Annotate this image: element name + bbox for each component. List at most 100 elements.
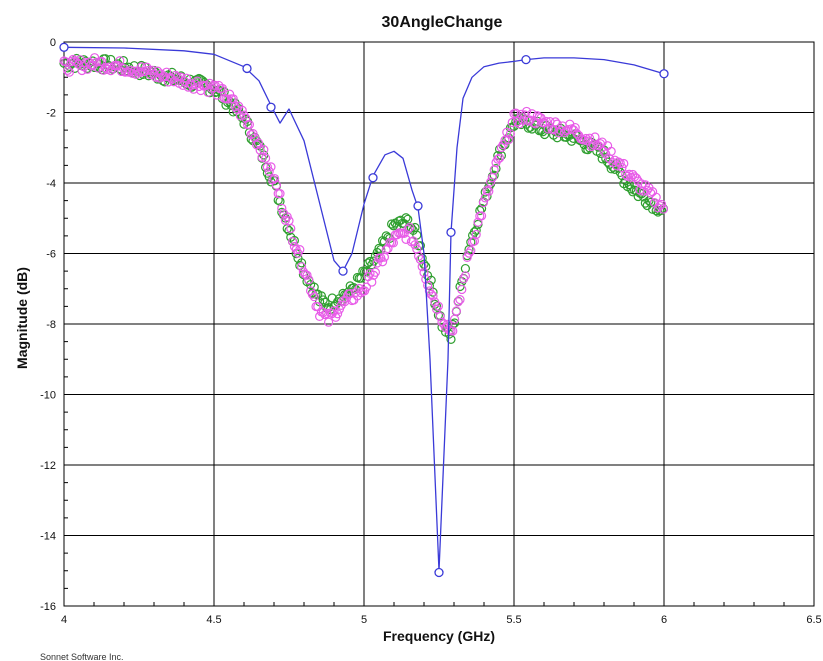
- series-2-point: [333, 309, 343, 319]
- series-2-point: [550, 117, 561, 127]
- series-1-point: [388, 221, 398, 231]
- series-2-point: [275, 188, 285, 199]
- series-2-point: [403, 224, 413, 234]
- series-1-point: [491, 163, 501, 174]
- series-2-point: [521, 106, 532, 117]
- series-2-point: [617, 163, 627, 173]
- series-2-point: [581, 133, 591, 144]
- x-axis-label: Frequency (GHz): [383, 628, 495, 644]
- series-2-point: [505, 129, 515, 139]
- series-layer: [59, 42, 669, 578]
- series-2-point: [511, 108, 521, 118]
- series-2-point: [455, 295, 465, 305]
- series-1-point: [469, 227, 479, 237]
- series-0-marker: [59, 42, 69, 52]
- series-2-point: [579, 135, 589, 145]
- series-2: [59, 53, 669, 336]
- series-2-point: [135, 68, 145, 78]
- series-1-point: [606, 164, 616, 174]
- series-2-point: [493, 154, 503, 164]
- series-2-point: [620, 170, 631, 180]
- series-2-point: [516, 109, 526, 119]
- series-2-point: [361, 282, 371, 292]
- series-2-point: [127, 68, 137, 79]
- series-2-point: [606, 146, 616, 156]
- series-1-point: [552, 133, 562, 143]
- y-tick-label: -6: [46, 249, 56, 261]
- series-2-point: [529, 118, 539, 128]
- series-2-point: [230, 101, 240, 112]
- x-tick-label: 6: [661, 614, 667, 626]
- series-2-point: [484, 186, 494, 196]
- series-2-point: [433, 301, 443, 311]
- series-1-point: [574, 135, 584, 145]
- series-2-point: [307, 289, 317, 299]
- series-2-point: [64, 67, 75, 77]
- series-1-point: [475, 205, 485, 216]
- series-1-point: [289, 235, 299, 246]
- series-2-point: [507, 117, 517, 128]
- footer-text: Sonnet Software Inc.: [40, 652, 124, 661]
- series-2-point: [619, 158, 629, 169]
- series-0-marker: [242, 63, 252, 74]
- series-2-point: [451, 306, 461, 316]
- y-tick-label: -14: [40, 531, 56, 543]
- x-tick-label: 5: [361, 614, 367, 626]
- series-1-point: [646, 197, 656, 208]
- y-tick-label: -16: [40, 601, 56, 613]
- series-2-point: [405, 222, 415, 233]
- series-1-point: [421, 261, 431, 272]
- series-2-point: [518, 115, 528, 125]
- series-2-point: [235, 111, 245, 121]
- y-tick-label: 0: [50, 37, 56, 49]
- series-2-point: [288, 236, 298, 247]
- series-0: [59, 42, 669, 578]
- series-2-point: [435, 312, 445, 322]
- series-1-point: [493, 151, 503, 161]
- series-2-point: [478, 197, 488, 208]
- series-2-point: [615, 158, 625, 168]
- tick-labels: 4 4.5 5 5.5 6 6.5 0 -2 -4 -6 -8 -10 -12 -14 -16: [40, 37, 822, 626]
- series-2-point: [477, 211, 487, 221]
- series-0-marker: [338, 266, 348, 276]
- series-1-point: [297, 258, 307, 268]
- series-2-point: [419, 267, 429, 278]
- series-2-point: [410, 240, 420, 250]
- series-0-marker: [434, 567, 444, 578]
- series-0-marker: [266, 102, 276, 112]
- series-2-point: [590, 132, 600, 142]
- x-tick-label: 4.5: [206, 614, 221, 626]
- series-2-point: [512, 117, 523, 127]
- series-2-point: [270, 173, 280, 184]
- series-2-point: [378, 257, 388, 267]
- series-2-point: [62, 65, 73, 75]
- series-2-point: [295, 245, 305, 255]
- series-2-point: [460, 271, 470, 281]
- series-2-point: [381, 245, 391, 255]
- series-2-point: [304, 275, 314, 285]
- series-2-point: [586, 141, 597, 152]
- y-axis-label: Magnitude (dB): [14, 267, 30, 369]
- series-2-point: [417, 262, 427, 272]
- series-2-point: [464, 248, 474, 258]
- series-2-point: [297, 262, 307, 272]
- series-2-point: [189, 84, 199, 94]
- series-2-point: [651, 192, 661, 202]
- series-2-point: [457, 284, 467, 295]
- series-0-marker: [413, 201, 423, 211]
- series-1-point: [460, 263, 470, 274]
- series-2-point: [261, 153, 271, 163]
- series-2-point: [259, 145, 269, 155]
- series-1-point: [273, 195, 283, 205]
- series-2-point: [277, 203, 287, 213]
- series-2-point: [486, 177, 496, 187]
- series-2-point: [324, 317, 334, 327]
- series-2-point: [426, 289, 436, 299]
- series-1-point: [284, 226, 294, 236]
- series-2-point: [622, 171, 633, 181]
- series-2-point: [172, 72, 182, 82]
- y-tick-label: -10: [40, 390, 56, 402]
- series-0-marker: [521, 54, 531, 65]
- series-2-point: [262, 162, 272, 172]
- series-2-point: [504, 135, 514, 145]
